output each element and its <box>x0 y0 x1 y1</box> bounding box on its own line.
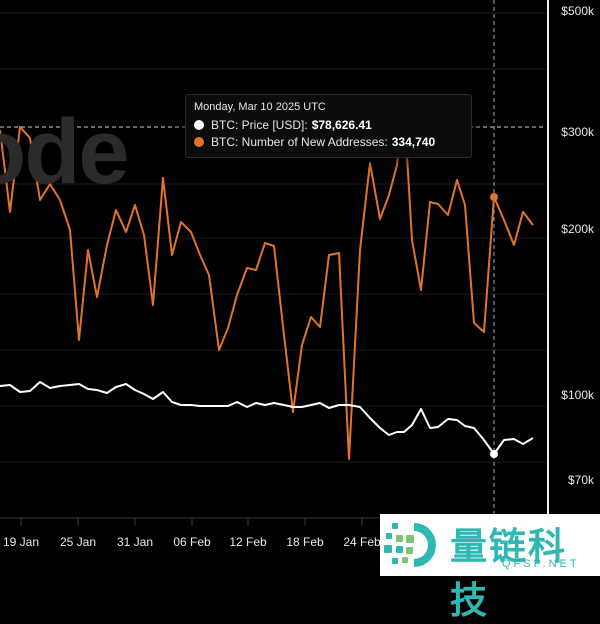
x-tick-24feb: 24 Feb <box>343 535 381 549</box>
y-tick-300k: $300k <box>561 125 594 139</box>
y-tick-500k: $500k <box>561 4 594 18</box>
tooltip-addresses-value: 334,740 <box>391 134 436 149</box>
tooltip-addresses-label: BTC: Number of New Addresses: <box>211 134 388 149</box>
new-addresses-line[interactable] <box>0 104 534 460</box>
tooltip-date: Monday, Mar 10 2025 UTC <box>194 101 326 113</box>
tooltip-row-price: BTC: Price [USD]: $78,626.41 <box>194 116 463 133</box>
x-tick-12feb: 12 Feb <box>229 535 267 549</box>
x-tick-06feb: 06 Feb <box>173 535 211 549</box>
x-tick-31jan: 31 Jan <box>116 535 154 549</box>
tooltip-price-value: $78,626.41 <box>311 117 372 132</box>
grid-lines <box>0 12 546 463</box>
brand-logo: 量链科技 QFSP.NET <box>380 514 600 621</box>
y-tick-200k: $200k <box>561 222 594 236</box>
tooltip-price-label: BTC: Price [USD]: <box>211 117 308 132</box>
price-legend-dot-icon <box>194 119 204 130</box>
logo-mark-icon <box>384 523 436 567</box>
chart-canvas[interactable] <box>0 0 600 576</box>
logo-name: 量链科技 <box>450 526 567 621</box>
logo-subtitle: QFSP.NET <box>502 558 580 570</box>
x-tick-19jan: 19 Jan <box>2 535 40 549</box>
y-tick-100k: $100k <box>561 388 594 402</box>
price-line[interactable] <box>0 381 534 455</box>
x-tick-18feb: 18 Feb <box>286 535 324 549</box>
price-highlight-point <box>490 450 498 458</box>
y-tick-70k: $70k <box>567 473 594 487</box>
watermark-text: ode <box>0 101 130 203</box>
hover-tooltip: Monday, Mar 10 2025 UTC BTC: Price [USD]… <box>185 94 472 158</box>
addresses-highlight-point <box>490 193 498 201</box>
addresses-legend-dot-icon <box>194 136 204 147</box>
x-tick-25jan: 25 Jan <box>59 535 97 549</box>
tooltip-row-addresses: BTC: Number of New Addresses: 334,740 <box>194 133 463 150</box>
